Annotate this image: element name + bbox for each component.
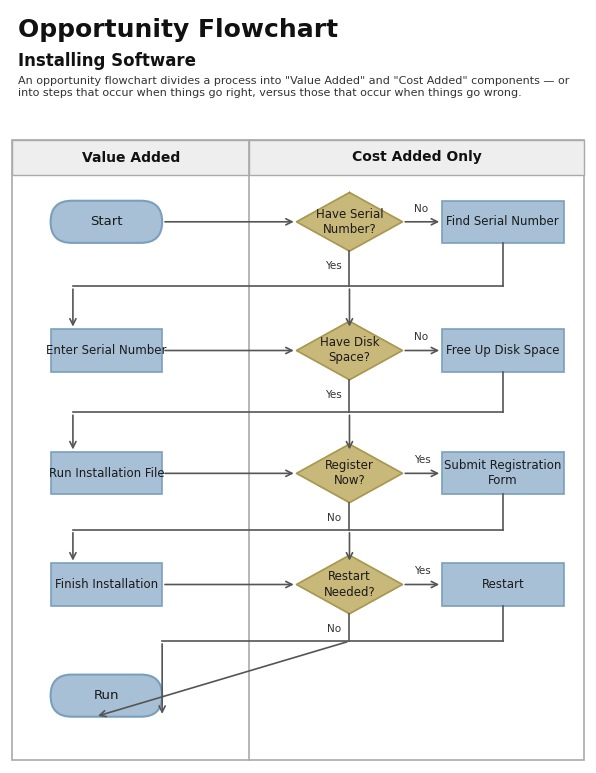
Bar [12,140,584,760]
Text: No: No [327,512,342,523]
Text: Yes: Yes [325,390,342,400]
Text: Yes: Yes [325,261,342,271]
Text: Have Serial
Number?: Have Serial Number? [316,208,383,236]
Text: Start: Start [90,216,123,228]
Text: Free Up Disk Space: Free Up Disk Space [446,344,560,357]
Bar [12,140,249,175]
Text: Restart
Needed?: Restart Needed? [324,570,375,598]
FancyBboxPatch shape [442,329,564,372]
Text: Finish Installation: Finish Installation [55,578,158,591]
Text: No: No [414,204,429,214]
FancyBboxPatch shape [51,201,162,243]
Text: Installing Software: Installing Software [18,52,196,70]
Text: Find Serial Number: Find Serial Number [446,216,559,228]
Text: Have Disk
Space?: Have Disk Space? [319,336,379,365]
Text: Submit Registration
Form: Submit Registration Form [444,459,561,487]
FancyBboxPatch shape [51,675,162,717]
Text: Yes: Yes [414,455,431,465]
Text: No: No [327,624,342,634]
Text: Enter Serial Number: Enter Serial Number [46,344,167,357]
Polygon shape [297,322,402,380]
FancyBboxPatch shape [51,452,162,495]
Text: Opportunity Flowchart: Opportunity Flowchart [18,18,338,42]
FancyBboxPatch shape [442,452,564,495]
Polygon shape [297,444,402,502]
FancyBboxPatch shape [51,329,162,372]
FancyBboxPatch shape [442,201,564,243]
Text: Yes: Yes [414,567,431,577]
Text: Restart: Restart [482,578,524,591]
Polygon shape [297,192,402,251]
Text: Cost Added Only: Cost Added Only [352,151,482,165]
Text: No: No [414,332,429,342]
FancyBboxPatch shape [442,564,564,605]
Text: Run Installation File: Run Installation File [48,467,164,480]
Polygon shape [297,555,402,614]
Bar [249,140,584,175]
Text: Value Added: Value Added [82,151,180,165]
Text: An opportunity flowchart divides a process into "Value Added" and "Cost Added" c: An opportunity flowchart divides a proce… [18,76,569,97]
FancyBboxPatch shape [51,564,162,605]
Text: Run: Run [94,690,119,702]
Text: Register
Now?: Register Now? [325,459,374,487]
